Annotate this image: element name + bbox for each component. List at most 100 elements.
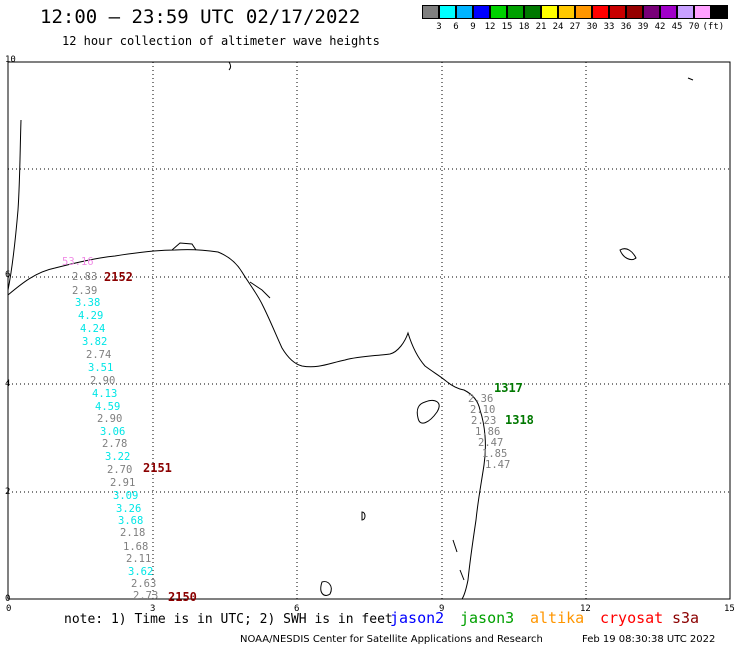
x-axis-ticks: 0 3 6 9 12 15 [6, 604, 735, 614]
page-subtitle: 12 hour collection of altimeter wave hei… [62, 34, 380, 48]
wave-height-value: 1.47 [485, 459, 511, 471]
legend-label: 24 [552, 22, 564, 32]
wave-height-value: 4.59 [95, 401, 121, 413]
wave-height-value: 2.91 [110, 477, 136, 489]
wave-height-value: 53.16 [62, 256, 94, 268]
legend-swatch [473, 5, 490, 19]
pass-time-label: 2151 [143, 461, 172, 475]
legend-swatch [711, 5, 728, 19]
wave-height-value: 2.78 [102, 438, 128, 450]
legend-swatch [609, 5, 626, 19]
wave-height-value: 1.86 [475, 426, 501, 438]
wave-height-value: 1.85 [482, 448, 508, 460]
wave-height-value: 2.47 [478, 437, 504, 449]
legend-swatch [524, 5, 541, 19]
y-tick-label: 4 [5, 379, 10, 389]
legend-swatch [507, 5, 524, 19]
legend-label: 3 [436, 22, 442, 32]
credit-text: NOAA/NESDIS Center for Satellite Applica… [240, 634, 543, 645]
legend-swatch [677, 5, 694, 19]
y-tick-label: 10 [5, 55, 16, 65]
legend-swatch [439, 5, 456, 19]
legend-label: 33 [603, 22, 615, 32]
wave-height-value: 2.73 [133, 590, 159, 602]
y-tick-label: 0 [5, 594, 10, 604]
generated-timestamp: Feb 19 08:30:38 UTC 2022 [582, 634, 716, 645]
legend-swatch [694, 5, 711, 19]
legend-swatch [575, 5, 592, 19]
wave-height-value: 2.39 [72, 285, 98, 297]
wave-height-value: 3.62 [128, 566, 154, 578]
x-tick-label: 3 [150, 604, 155, 614]
page-title: 12:00 – 23:59 UTC 02/17/2022 [40, 6, 361, 28]
wave-height-value: 3.26 [116, 503, 142, 515]
wave-height-value: 2.18 [120, 527, 146, 539]
y-tick-label: 2 [5, 487, 10, 497]
y-tick-label: 6 [5, 270, 10, 280]
legend-swatch [626, 5, 643, 19]
legend-swatch [490, 5, 507, 19]
wave-height-value: 2.23 [471, 415, 497, 427]
x-tick-label: 15 [724, 604, 735, 614]
y-axis-ticks: 10 6 4 2 0 [5, 55, 16, 604]
wave-height-value: 3.51 [88, 362, 114, 374]
legend-label: 42 [654, 22, 666, 32]
legend-label: 45 [671, 22, 683, 32]
satellite-name: s3a [672, 609, 700, 627]
x-tick-label: 9 [439, 604, 444, 614]
legend-label: 9 [470, 22, 476, 32]
wave-height-value: 2.11 [126, 553, 152, 565]
legend-label: 21 [535, 22, 547, 32]
legend-swatch [422, 5, 439, 19]
note-text: note: 1) Time is in UTC; 2) SWH is in fe… [64, 612, 393, 627]
wave-height-value: 4.24 [80, 323, 106, 335]
wave-height-value: 3.06 [100, 426, 126, 438]
satellite-name: jason3 [460, 609, 515, 627]
wave-height-value: 2.36 [468, 393, 494, 405]
legend-swatch [558, 5, 575, 19]
satellite-name: cryosat [600, 609, 664, 627]
wave-height-value: 2.90 [90, 375, 116, 387]
x-tick-label: 6 [294, 604, 299, 614]
legend-label: 18 [518, 22, 530, 32]
wave-height-value: 2.70 [107, 464, 133, 476]
pass-time-label: 2152 [104, 270, 133, 284]
legend-label: 36 [620, 22, 632, 32]
wave-height-value: 4.29 [78, 310, 104, 322]
pass-time-label: 1317 [494, 381, 523, 395]
wave-height-value: 2.83 [72, 271, 98, 283]
legend-label: 6 [453, 22, 459, 32]
wave-height-value: 2.74 [86, 349, 112, 361]
wave-height-value: 2.90 [97, 413, 123, 425]
legend-label: 15 [501, 22, 513, 32]
satellite-name: jason2 [390, 609, 445, 627]
legend-swatch [660, 5, 677, 19]
wave-height-value: 3.38 [75, 297, 101, 309]
coastline [7, 61, 694, 600]
legend-swatch [541, 5, 558, 19]
wave-height-value: 3.09 [113, 490, 139, 502]
wave-height-value: 3.68 [118, 515, 144, 527]
wave-height-value: 2.63 [131, 578, 157, 590]
wave-height-value: 3.82 [82, 336, 108, 348]
legend-swatch [456, 5, 473, 19]
wave-height-value: 1.68 [123, 541, 149, 553]
legend-label: 12 [484, 22, 496, 32]
wave-height-value: 3.22 [105, 451, 131, 463]
pass-time-label: 2150 [168, 590, 197, 604]
map-frame [7, 61, 731, 600]
legend-swatch [592, 5, 609, 19]
legend-swatch [643, 5, 660, 19]
x-tick-label: 12 [580, 604, 591, 614]
legend-label: 30 [586, 22, 598, 32]
x-tick-label: 0 [6, 604, 11, 614]
legend-label: 39 [637, 22, 649, 32]
wave-height-value: 4.13 [92, 388, 118, 400]
legend-unit: (ft) [702, 22, 725, 32]
wave-height-value: 2.10 [470, 404, 496, 416]
map-grid [7, 61, 731, 600]
legend-label: 27 [569, 22, 581, 32]
legend-label: 70 [688, 22, 700, 32]
satellite-name: altika [530, 609, 585, 627]
